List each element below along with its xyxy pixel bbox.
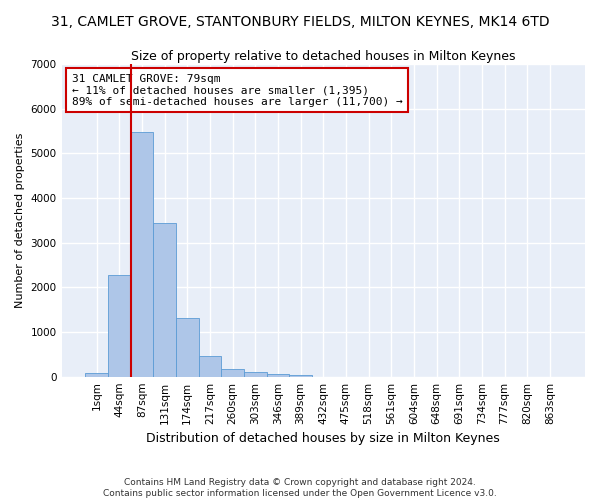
Text: 31, CAMLET GROVE, STANTONBURY FIELDS, MILTON KEYNES, MK14 6TD: 31, CAMLET GROVE, STANTONBURY FIELDS, MI… <box>50 15 550 29</box>
Y-axis label: Number of detached properties: Number of detached properties <box>15 132 25 308</box>
Bar <box>266 374 289 376</box>
Bar <box>199 356 221 376</box>
Bar <box>85 373 108 376</box>
Text: Contains HM Land Registry data © Crown copyright and database right 2024.
Contai: Contains HM Land Registry data © Crown c… <box>103 478 497 498</box>
Bar <box>108 276 131 376</box>
X-axis label: Distribution of detached houses by size in Milton Keynes: Distribution of detached houses by size … <box>146 432 500 445</box>
Bar <box>244 372 266 376</box>
Bar <box>176 318 199 376</box>
Bar <box>289 375 312 376</box>
Bar <box>154 222 176 376</box>
Bar <box>221 369 244 376</box>
Bar <box>131 132 154 376</box>
Text: 31 CAMLET GROVE: 79sqm
← 11% of detached houses are smaller (1,395)
89% of semi-: 31 CAMLET GROVE: 79sqm ← 11% of detached… <box>72 74 403 106</box>
Title: Size of property relative to detached houses in Milton Keynes: Size of property relative to detached ho… <box>131 50 515 63</box>
